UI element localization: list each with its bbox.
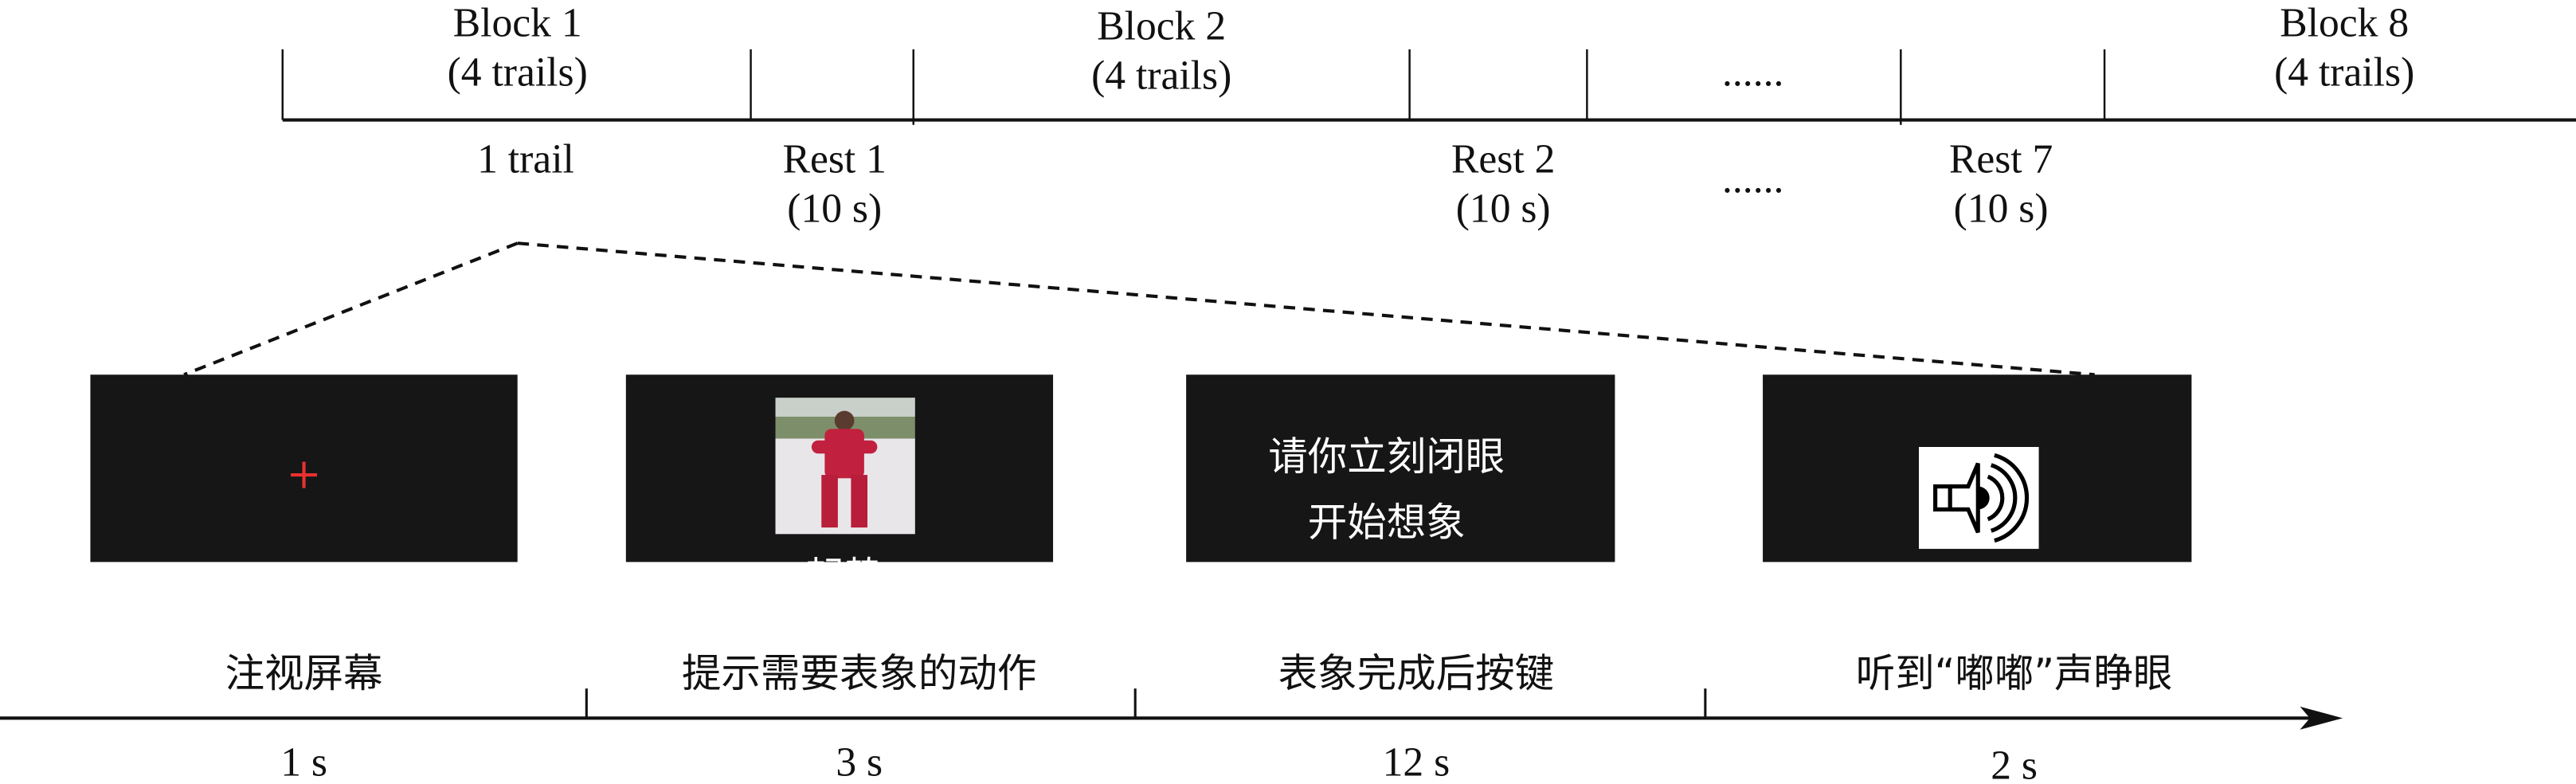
block-1-trials: (4 trails): [447, 50, 588, 96]
sound-screen: [1763, 374, 2192, 563]
instruction-screen: 请你立刻闭眼 开始想象: [1186, 374, 1615, 563]
cue-caption: 起势: [805, 554, 884, 600]
speaker-icon: [1919, 447, 2039, 549]
phase-ticks: [585, 688, 1707, 719]
block-ticks: [281, 49, 2106, 125]
phase-2-duration: 3 s: [836, 741, 883, 784]
rest-1-duration: (10 s): [787, 187, 883, 232]
rest-7-label: Rest 7: [1948, 138, 2053, 182]
phase-4-label: 听到“嘟嘟”声睁眼: [1855, 650, 2173, 697]
cue-screen: 起势: [625, 374, 1054, 600]
zoom-dash-right: [517, 241, 2095, 377]
block-8-trials: (4 trails): [2274, 50, 2415, 96]
block-1-label: Block 1: [452, 2, 582, 46]
ellipsis-top: ......: [1722, 50, 1784, 96]
phase-3-label: 表象完成后按键: [1278, 650, 1555, 697]
rest-7-duration: (10 s): [1953, 187, 2049, 232]
instruction-line-2: 开始想象: [1307, 500, 1466, 546]
trial-label: 1 trail: [477, 138, 574, 182]
phase-2-label: 提示需要表象的动作: [681, 650, 1037, 697]
rest-2-duration: (10 s): [1455, 187, 1551, 232]
instruction-line-1: 请你立刻闭眼: [1268, 433, 1505, 480]
tai-chi-photo: [775, 398, 915, 535]
phase-4-duration: 2 s: [1991, 744, 2038, 784]
phase-1-duration: 1 s: [280, 741, 327, 784]
block-8-label: Block 8: [2280, 2, 2410, 46]
rest-2-label: Rest 2: [1451, 138, 1556, 182]
phase-1-label: 注视屏幕: [225, 650, 383, 697]
block-2-trials: (4 trails): [1091, 54, 1232, 99]
fixation-screen: [90, 374, 518, 563]
axis-arrowhead: [2300, 706, 2343, 730]
zoom-dash-left: [183, 241, 519, 377]
rest-1-label: Rest 1: [782, 138, 887, 182]
block-2-label: Block 2: [1097, 5, 1227, 49]
phase-3-duration: 12 s: [1382, 741, 1450, 784]
ellipsis-bottom: ......: [1722, 158, 1784, 202]
